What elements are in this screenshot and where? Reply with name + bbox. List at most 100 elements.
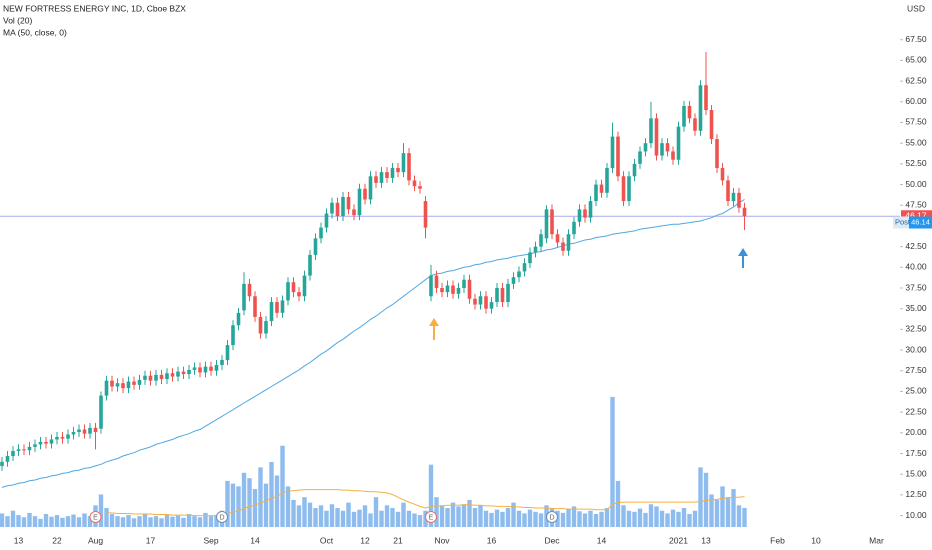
candle-body — [594, 184, 598, 202]
candle-body — [484, 296, 488, 309]
volume-bar — [560, 512, 566, 527]
indicator-label: Vol (20) — [3, 15, 32, 25]
candle-body — [258, 316, 263, 334]
volume-bar — [736, 505, 742, 527]
event-label: D — [219, 514, 224, 521]
y-tick-label: 60.00 — [905, 96, 927, 106]
volume-bar — [417, 515, 423, 527]
volume-bar — [230, 483, 236, 527]
volume-bar — [5, 516, 10, 527]
y-tick-label: 12.50 — [905, 489, 927, 499]
candle-body — [649, 118, 653, 144]
candle-body — [418, 186, 422, 189]
candle-body — [583, 209, 587, 218]
candle-body — [275, 302, 279, 313]
candle-body — [225, 345, 230, 360]
candle-body — [605, 168, 609, 193]
volume-bar — [252, 489, 258, 527]
volume-bar — [637, 508, 643, 527]
post-label: Post — [895, 217, 911, 226]
candle-body — [544, 209, 549, 239]
volume-bar — [313, 508, 318, 527]
volume-bar — [16, 515, 21, 527]
candle-body — [500, 288, 505, 303]
volume-bar — [104, 508, 109, 527]
candle-body — [693, 118, 697, 131]
volume-bar — [27, 512, 32, 527]
candle-body — [308, 254, 312, 276]
volume-bar — [566, 508, 571, 527]
x-tick-label: 10 — [811, 535, 821, 545]
volume-bar — [241, 472, 247, 527]
candle-body — [368, 176, 373, 200]
event-marker — [216, 511, 228, 523]
volume-bar — [483, 510, 489, 527]
volume-bar — [197, 517, 203, 527]
candle-body — [22, 449, 26, 451]
currency-label: USD — [907, 3, 925, 13]
volume-bar — [698, 467, 703, 527]
y-tick-label: 10.00 — [905, 510, 927, 520]
candle-body — [16, 449, 21, 452]
candle-body — [561, 242, 565, 251]
volume-bar — [10, 510, 16, 527]
volume-bar — [659, 510, 665, 527]
volume-bar — [115, 516, 120, 527]
x-tick-label: Dec — [544, 535, 560, 545]
volume-bar — [329, 504, 335, 527]
volume-bar — [280, 445, 285, 527]
y-tick-label: 35.00 — [905, 303, 927, 313]
volume-bar — [604, 508, 610, 527]
volume-bar — [164, 515, 170, 527]
volume-bar — [296, 505, 302, 527]
x-tick-label: Aug — [88, 535, 103, 545]
candle-body — [220, 360, 224, 365]
volume-bar — [214, 515, 219, 527]
candle-body — [66, 434, 70, 439]
volume-bar — [390, 508, 395, 527]
candle-body — [187, 369, 191, 375]
volume-bar — [450, 502, 456, 527]
volume-bar — [643, 512, 648, 527]
candle-body — [214, 364, 219, 371]
volume-bar — [0, 513, 5, 527]
volume-bar — [357, 509, 362, 527]
candle-body — [181, 371, 186, 375]
candle-body — [599, 184, 604, 193]
candle-body — [731, 192, 736, 202]
y-tick-label: 37.50 — [905, 282, 927, 292]
volume-bar — [379, 510, 384, 527]
y-tick-label: 42.50 — [905, 241, 927, 251]
x-tick-label: 22 — [52, 535, 62, 545]
x-tick-label: 16 — [487, 535, 497, 545]
volume-bar — [335, 508, 340, 527]
candle-body — [5, 456, 10, 462]
volume-bar — [324, 510, 329, 527]
volume-bar — [434, 497, 439, 527]
volume-bar — [258, 467, 263, 527]
candle-body — [506, 283, 510, 303]
volume-bar — [340, 510, 346, 527]
x-tick-label: Nov — [434, 535, 450, 545]
volume-bar — [148, 517, 153, 527]
candle-body — [143, 375, 147, 380]
candle-body — [126, 381, 131, 389]
candle-body — [698, 85, 703, 131]
candle-body — [291, 282, 296, 293]
volume-bar — [588, 510, 593, 527]
candle-body — [511, 277, 516, 284]
candle-body — [709, 110, 714, 140]
volume-bars — [0, 396, 747, 527]
volume-bar — [445, 508, 450, 527]
volume-bar — [21, 517, 27, 527]
candle-body — [302, 275, 307, 297]
x-tick-label: Feb — [770, 535, 785, 545]
volume-bar — [362, 505, 368, 527]
candle-body — [429, 275, 433, 297]
volume-bar — [494, 509, 500, 527]
candle-body — [247, 283, 252, 297]
volume-bar — [632, 511, 637, 527]
volume-bar — [714, 499, 720, 527]
volume-bar — [461, 504, 467, 527]
